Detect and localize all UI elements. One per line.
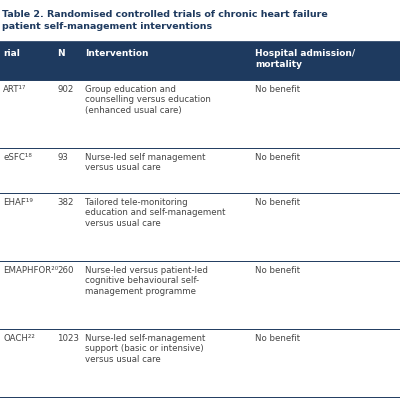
Bar [0, 193, 400, 261]
Bar [0, 80, 400, 148]
Bar [0, 329, 400, 397]
Text: Nurse-led self-management
support (basic or intensive)
versus usual care: Nurse-led self-management support (basic… [85, 334, 206, 364]
Text: 93: 93 [57, 153, 68, 162]
Bar [0, 148, 400, 193]
Text: Tailored tele-monitoring
education and self-management
versus usual care: Tailored tele-monitoring education and s… [85, 198, 226, 228]
Text: patient self-management interventions: patient self-management interventions [2, 22, 212, 31]
Text: EMAPHFOR²⁰: EMAPHFOR²⁰ [3, 266, 58, 275]
Text: EHAF¹⁹: EHAF¹⁹ [3, 198, 33, 207]
Text: Nurse-led versus patient-led
cognitive behavioural self-
management programme: Nurse-led versus patient-led cognitive b… [85, 266, 208, 296]
Text: Hospital admission/
mortality: Hospital admission/ mortality [255, 49, 355, 68]
Bar [0, 261, 400, 329]
Text: OACH²²: OACH²² [3, 334, 35, 343]
Text: 902: 902 [57, 85, 74, 94]
Text: ART¹⁷: ART¹⁷ [3, 85, 27, 94]
Text: Group education and
counselling versus education
(enhanced usual care): Group education and counselling versus e… [85, 85, 211, 115]
Text: rial: rial [3, 49, 20, 58]
Text: 1023: 1023 [57, 334, 79, 343]
Text: No benefit: No benefit [255, 334, 300, 343]
Bar [0, 42, 400, 80]
Text: 382: 382 [57, 198, 74, 207]
Text: N: N [57, 49, 65, 58]
Text: Intervention: Intervention [85, 49, 149, 58]
Text: No benefit: No benefit [255, 153, 300, 162]
Text: eSFC¹⁸: eSFC¹⁸ [3, 153, 32, 162]
Text: Table 2. Randomised controlled trials of chronic heart failure: Table 2. Randomised controlled trials of… [2, 10, 328, 19]
Text: 260: 260 [57, 266, 74, 275]
Text: No benefit: No benefit [255, 85, 300, 94]
Text: No benefit: No benefit [255, 198, 300, 207]
Text: No benefit: No benefit [255, 266, 300, 275]
Text: Nurse-led self management
versus usual care: Nurse-led self management versus usual c… [85, 153, 206, 172]
